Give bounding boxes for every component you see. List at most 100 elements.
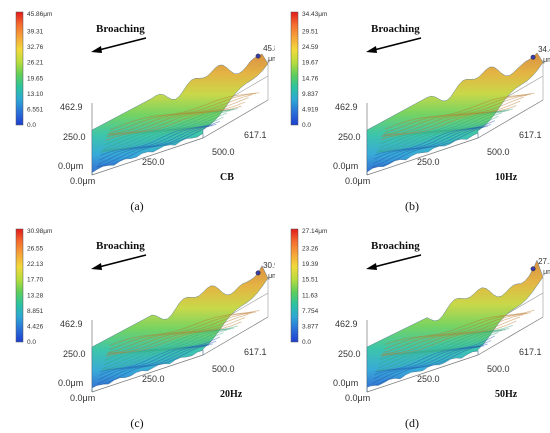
x-end-label: 617.1 bbox=[244, 347, 267, 357]
broaching-arrow bbox=[96, 37, 147, 52]
colorbar-tick-label: 19.67 bbox=[302, 60, 319, 67]
surface-ridge bbox=[381, 100, 521, 138]
surface-ridge bbox=[373, 125, 488, 165]
surface-ridge bbox=[100, 336, 220, 373]
x-end-label: 617.1 bbox=[519, 130, 542, 140]
colorbar-max-label: 34.43μm bbox=[302, 11, 327, 18]
y-axis-line bbox=[202, 316, 269, 356]
panel-a: 45.86μm 39.31 32.76 26.21 19.65 13.10 6.551 0.0… bbox=[0, 0, 275, 216]
colorbar-tick-label: 14.76 bbox=[302, 75, 319, 82]
x-end-label: 617.1 bbox=[519, 347, 542, 357]
y-tick-label: 0.0μm bbox=[58, 378, 83, 388]
surface-plot-b: 34.43μm29.5124.5919.6714.769.8374.9190.0… bbox=[290, 11, 550, 213]
x-tick-label: 250.0 bbox=[142, 157, 165, 167]
peak-unit-label: μm bbox=[543, 269, 550, 276]
condition-label: CB bbox=[220, 172, 234, 183]
surface-ridge bbox=[381, 316, 521, 356]
surface-ridge bbox=[103, 109, 235, 149]
x-tick-label: 0.0μm bbox=[345, 176, 370, 186]
colorbar-tick-label: 39.31 bbox=[27, 29, 44, 36]
surface-ridge bbox=[376, 115, 499, 154]
colorbar-tick-label: 0.0 bbox=[302, 122, 311, 129]
colorbar bbox=[15, 11, 24, 126]
colorbar-tick-label: 11.63 bbox=[302, 292, 318, 299]
surface-ridge bbox=[374, 340, 492, 376]
panel-c: 30.98μm 26.55 22.13 17.70 13.28 8.851 4.426 0.0… bbox=[0, 217, 275, 433]
surface-ridge bbox=[384, 92, 535, 130]
colorbar-tick-label: 4.426 bbox=[27, 323, 44, 330]
surface-ridge bbox=[383, 94, 528, 136]
surface-ridge bbox=[105, 105, 242, 141]
arrow-head-icon bbox=[91, 263, 102, 270]
y-tick-label: 0.0μm bbox=[58, 161, 83, 171]
peak-marker bbox=[530, 266, 536, 272]
peak-unit-label: μm bbox=[268, 273, 275, 280]
panel-d: 27.14μm 23.26 19.39 15.51 11.63 7.754 3.877 0.0… bbox=[275, 217, 550, 433]
x-tick-label: 250.0 bbox=[417, 374, 440, 384]
surface-ridge bbox=[101, 332, 224, 371]
peak-value-label: 30.98 bbox=[263, 261, 275, 270]
y-tick-label: 0.0μm bbox=[333, 378, 358, 388]
condition-label: 20Hz bbox=[220, 389, 243, 400]
x-axis-line bbox=[91, 354, 204, 393]
colorbar-tick-label: 13.28 bbox=[27, 292, 44, 299]
colorbar-tick-label: 0.0 bbox=[302, 339, 311, 346]
colorbar-tick-label: 0.0 bbox=[27, 122, 36, 129]
surface-ridge bbox=[106, 101, 246, 138]
colorbar-tick-label: 26.55 bbox=[27, 246, 44, 253]
x-tick-label: 500.0 bbox=[487, 364, 510, 374]
x-tick-label: 250.0 bbox=[417, 157, 440, 167]
colorbar-tick-label: 13.10 bbox=[27, 91, 44, 98]
x-tick-label: 250.0 bbox=[142, 374, 165, 384]
surface-ridge bbox=[96, 127, 206, 168]
colorbar-max-label: 30.98μm bbox=[27, 228, 52, 235]
colorbar-tick-label: 6.551 bbox=[27, 106, 44, 113]
surface-ridge bbox=[99, 123, 217, 161]
surface-ridge bbox=[97, 344, 210, 385]
surface-ridge bbox=[379, 108, 513, 145]
x-end-label: 617.1 bbox=[244, 130, 267, 140]
surface-ridge bbox=[109, 92, 256, 134]
surface-ridge bbox=[106, 316, 246, 355]
y-tick-label: 250.0 bbox=[338, 132, 361, 142]
x-axis-line bbox=[366, 354, 479, 393]
panel-caption: (d) bbox=[405, 416, 419, 430]
surface-ridge bbox=[383, 313, 528, 354]
surface-ridge bbox=[377, 110, 506, 152]
surface-ridge bbox=[382, 314, 524, 355]
surface-ridge bbox=[376, 329, 503, 371]
surface-ridge bbox=[108, 312, 253, 353]
colorbar bbox=[290, 228, 299, 343]
peak-value-label: 27.14 bbox=[538, 257, 550, 266]
peak-marker bbox=[530, 54, 536, 60]
y-tick-label: 462.9 bbox=[335, 319, 358, 329]
surface-ridge bbox=[98, 125, 213, 165]
surface-ridge bbox=[372, 345, 485, 384]
colorbar-tick-label: 15.51 bbox=[302, 277, 319, 284]
x-tick-label: 500.0 bbox=[212, 147, 235, 157]
colorbar-tick-label: 7.754 bbox=[302, 308, 319, 315]
surface-ridge bbox=[96, 345, 206, 387]
colorbar-tick-label: 4.919 bbox=[302, 106, 319, 113]
surface-ridge bbox=[380, 320, 517, 357]
surface-ridge bbox=[108, 94, 253, 135]
panel-b: 34.43μm 29.51 24.59 19.67 14.76 9.837 4.919 0.0… bbox=[275, 0, 550, 216]
surface-ridge bbox=[103, 327, 235, 366]
x-tick-label: 0.0μm bbox=[345, 393, 370, 403]
surface-ridge bbox=[98, 343, 213, 381]
surface-plot-a: 45.86μm39.3132.7626.2119.6513.106.5510.0… bbox=[15, 11, 275, 213]
x-tick-label: 500.0 bbox=[212, 364, 235, 374]
surface-ridge bbox=[379, 324, 513, 361]
y-tick-label: 462.9 bbox=[60, 319, 83, 329]
x-tick-label: 500.0 bbox=[487, 147, 510, 157]
colorbar-tick-label: 24.59 bbox=[302, 44, 319, 51]
broaching-label: Broaching bbox=[96, 23, 145, 35]
broaching-label: Broaching bbox=[371, 240, 420, 252]
y-axis-line bbox=[202, 99, 269, 139]
colorbar-tick-label: 26.21 bbox=[27, 60, 44, 67]
surface-ridge bbox=[375, 335, 495, 373]
broaching-arrow bbox=[371, 254, 422, 269]
surface-ridge bbox=[102, 328, 231, 369]
arrow-head-icon bbox=[366, 263, 377, 270]
colorbar-tick-label: 23.26 bbox=[302, 246, 319, 253]
